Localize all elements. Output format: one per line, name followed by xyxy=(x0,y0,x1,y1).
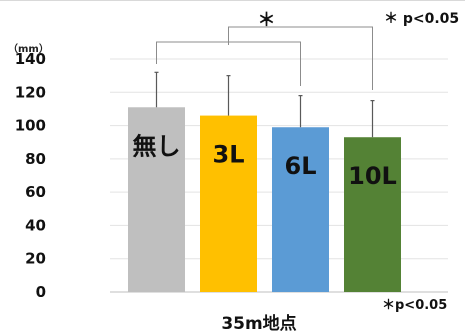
bar-label: 10L xyxy=(348,162,397,190)
y-tick-label: 120 xyxy=(15,83,46,101)
bar-6L xyxy=(272,127,329,292)
bar-3L xyxy=(200,115,257,292)
y-tick-label: 140 xyxy=(15,50,46,68)
significance-brackets: ＊ xyxy=(156,10,373,90)
y-tick-label: 60 xyxy=(25,183,46,201)
significance-marker: ＊ xyxy=(258,10,276,31)
y-tick-label: 0 xyxy=(36,283,46,301)
bar-無し xyxy=(128,107,185,292)
bar-label: 無し xyxy=(133,132,181,160)
bars xyxy=(128,107,401,292)
bar-labels: 無し 3L 6L 10L xyxy=(133,132,397,190)
y-tick-label: 80 xyxy=(25,150,46,168)
error-bars xyxy=(154,71,375,138)
bar-label: 3L xyxy=(213,141,245,169)
significance-note-bottom: ＊p<0.05 xyxy=(382,298,447,313)
bar-10L xyxy=(344,137,401,292)
y-tick-label: 40 xyxy=(25,216,46,234)
significance-bracket xyxy=(228,26,373,90)
significance-note-top: ＊ p<0.05 xyxy=(384,11,459,27)
y-unit-label: （mm） xyxy=(8,42,49,55)
y-tick-labels: 0 20 40 60 80 100 120 140 xyxy=(15,50,46,301)
bar-label: 6L xyxy=(285,152,317,180)
y-tick-label: 20 xyxy=(25,250,46,268)
x-axis-label: 35m地点 xyxy=(221,313,296,331)
y-tick-label: 100 xyxy=(15,117,46,135)
